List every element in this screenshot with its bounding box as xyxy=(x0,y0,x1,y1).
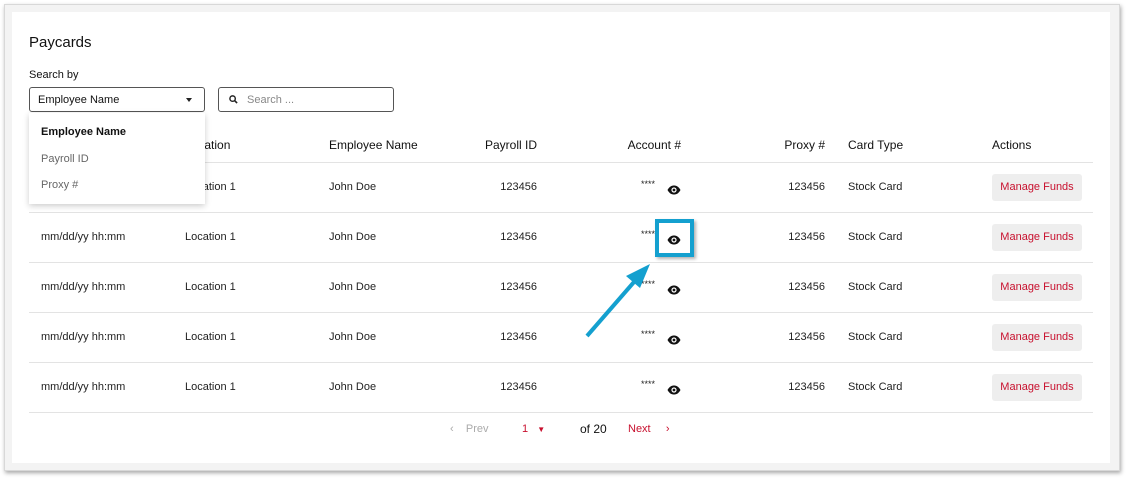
eye-icon[interactable] xyxy=(667,232,681,250)
account-masked: **** xyxy=(640,379,655,389)
page-count: of 20 xyxy=(580,422,607,436)
payroll-cell: 123456 xyxy=(500,381,537,393)
eye-icon[interactable] xyxy=(667,282,681,300)
eye-icon[interactable] xyxy=(667,182,681,200)
caret-down-icon: ▼ xyxy=(537,425,546,434)
payroll-cell: 123456 xyxy=(500,281,537,293)
search-by-select[interactable]: Employee Name xyxy=(29,87,205,112)
date-cell: mm/dd/yy hh:mm xyxy=(41,281,126,293)
option-employee-name[interactable]: Employee Name xyxy=(41,126,126,138)
card-type-cell: Stock Card xyxy=(848,181,903,193)
account-masked: **** xyxy=(640,329,655,339)
chevron-left-icon: ‹ xyxy=(450,423,454,435)
divider xyxy=(29,412,1093,413)
location-cell: Location 1 xyxy=(185,331,236,343)
search-by-dropdown: Employee Name Payroll ID Proxy # xyxy=(29,113,205,204)
eye-icon[interactable] xyxy=(667,382,681,400)
manage-funds-button[interactable]: Manage Funds xyxy=(992,324,1082,351)
manage-funds-button[interactable]: Manage Funds xyxy=(992,174,1082,201)
search-by-label: Search by xyxy=(29,69,79,81)
employee-cell: John Doe xyxy=(329,181,377,193)
manage-funds-button[interactable]: Manage Funds xyxy=(992,274,1082,301)
search-input[interactable]: Search ... xyxy=(218,87,394,112)
proxy-cell: 123456 xyxy=(788,231,825,243)
divider xyxy=(29,162,1093,163)
highlight-box xyxy=(655,219,694,257)
option-payroll-id[interactable]: Payroll ID xyxy=(41,153,89,165)
chevron-right-icon: › xyxy=(665,423,670,435)
header-account: Account # xyxy=(627,138,681,152)
divider xyxy=(29,312,1093,313)
option-proxy[interactable]: Proxy # xyxy=(41,179,79,191)
employee-cell: John Doe xyxy=(329,331,377,343)
search-placeholder: Search ... xyxy=(247,94,295,106)
next-button[interactable]: Next › xyxy=(628,423,670,435)
location-cell: Location 1 xyxy=(185,381,236,393)
proxy-cell: 123456 xyxy=(788,381,825,393)
account-masked: **** xyxy=(640,279,655,289)
location-cell: Location 1 xyxy=(185,281,236,293)
account-masked: **** xyxy=(640,229,655,239)
header-card-type: Card Type xyxy=(848,138,904,152)
proxy-cell: 123456 xyxy=(788,281,825,293)
page-select[interactable]: 1 ▼ xyxy=(522,423,545,435)
proxy-cell: 123456 xyxy=(788,331,825,343)
divider xyxy=(29,212,1093,213)
date-cell: mm/dd/yy hh:mm xyxy=(41,231,126,243)
manage-funds-button[interactable]: Manage Funds xyxy=(992,224,1082,251)
divider xyxy=(29,362,1093,363)
selected-value: Employee Name xyxy=(38,94,120,106)
page-title: Paycards xyxy=(29,34,92,51)
card-type-cell: Stock Card xyxy=(848,381,903,393)
employee-cell: John Doe xyxy=(329,281,377,293)
search-icon xyxy=(229,95,238,104)
divider xyxy=(29,262,1093,263)
caret-down-icon xyxy=(186,98,192,102)
card-type-cell: Stock Card xyxy=(848,231,903,243)
card-type-cell: Stock Card xyxy=(848,331,903,343)
date-cell: mm/dd/yy hh:mm xyxy=(41,331,126,343)
prev-label: Prev xyxy=(465,423,489,435)
manage-funds-button[interactable]: Manage Funds xyxy=(992,374,1082,401)
proxy-cell: 123456 xyxy=(788,181,825,193)
employee-cell: John Doe xyxy=(329,381,377,393)
header-payroll-id: Payroll ID xyxy=(484,138,537,152)
location-cell: Location 1 xyxy=(185,231,236,243)
eye-icon[interactable] xyxy=(667,332,681,350)
header-actions: Actions xyxy=(992,138,1032,152)
page-number: 1 xyxy=(522,423,529,435)
header-employee-name: Employee Name xyxy=(329,138,418,152)
next-label: Next xyxy=(628,423,651,435)
account-masked: **** xyxy=(640,179,655,189)
date-cell: mm/dd/yy hh:mm xyxy=(41,381,126,393)
payroll-cell: 123456 xyxy=(500,181,537,193)
employee-cell: John Doe xyxy=(329,231,377,243)
card-type-cell: Stock Card xyxy=(848,281,903,293)
payroll-cell: 123456 xyxy=(500,231,537,243)
payroll-cell: 123456 xyxy=(500,331,537,343)
header-proxy: Proxy # xyxy=(784,138,825,152)
prev-button[interactable]: ‹ Prev xyxy=(450,423,489,435)
